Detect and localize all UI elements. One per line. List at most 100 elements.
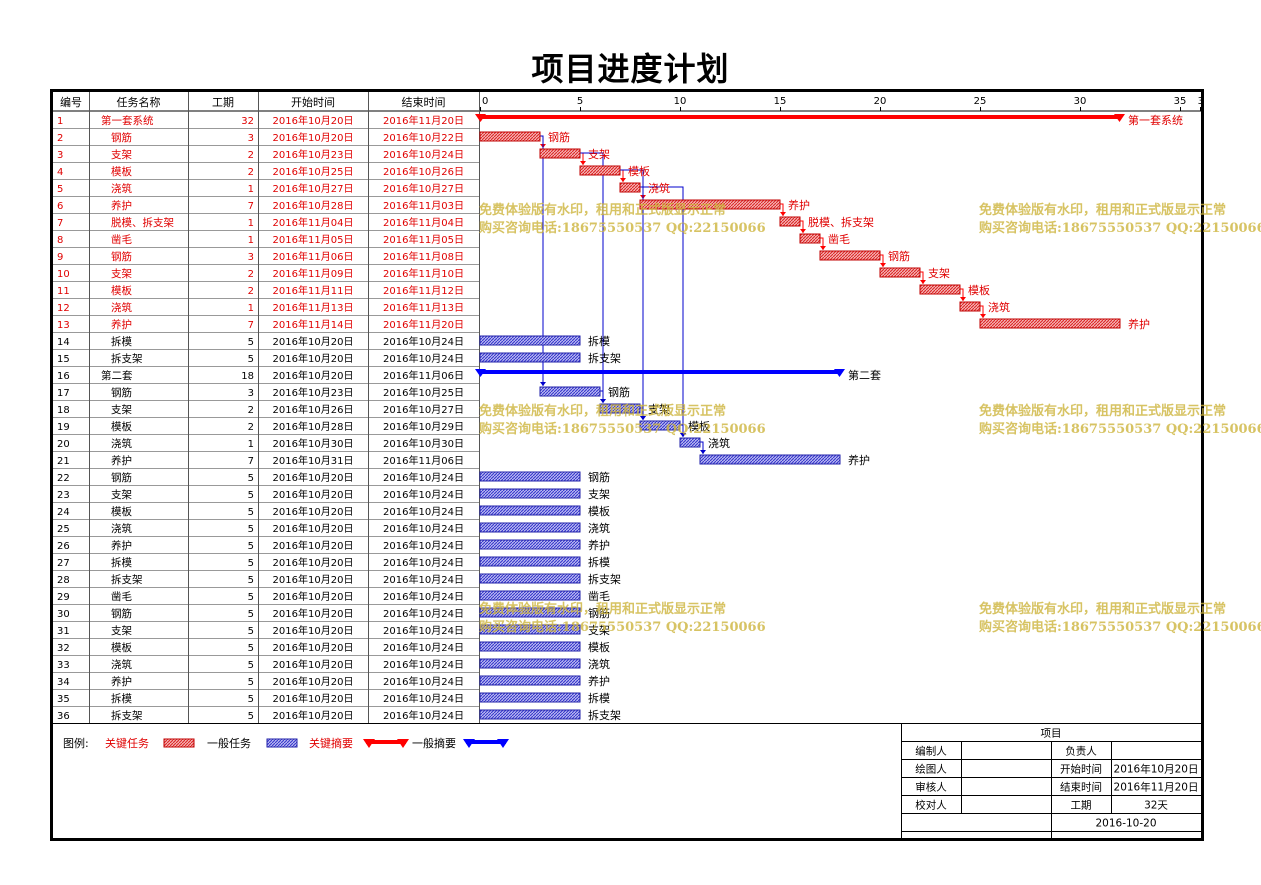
- task-bar: [539, 386, 601, 397]
- task-name: 第二套: [101, 369, 133, 382]
- summary-end-cap: [834, 369, 845, 377]
- task-start: 2016年10月28日: [273, 199, 354, 212]
- bar-label: 钢筋: [588, 470, 610, 484]
- task-start: 2016年10月20日: [273, 692, 354, 705]
- task-name: 拆支架: [111, 573, 143, 586]
- dependency-arrow: [780, 212, 786, 216]
- task-duration: 7: [248, 201, 254, 212]
- task-duration: 1: [248, 184, 254, 195]
- dependency-arrow: [800, 229, 806, 233]
- task-duration: 5: [248, 592, 254, 603]
- task-duration: 5: [248, 524, 254, 535]
- task-id: 22: [57, 473, 70, 484]
- dependency-arrow: [600, 399, 606, 403]
- task-bar: [479, 556, 581, 567]
- task-name: 钢筋: [111, 471, 132, 484]
- dependency-arrow: [920, 280, 926, 284]
- task-end: 2016年10月24日: [383, 335, 464, 348]
- dependency-arrow: [580, 161, 586, 165]
- bar-label: 拆支架: [588, 708, 621, 722]
- task-start: 2016年10月23日: [273, 148, 354, 161]
- task-duration: 5: [248, 507, 254, 518]
- task-bar: [479, 607, 581, 618]
- bar-label: 凿毛: [588, 590, 610, 603]
- summary-bar: [480, 115, 1120, 119]
- bar-label: 拆支架: [588, 572, 621, 586]
- task-end: 2016年11月20日: [383, 114, 464, 127]
- task-name: 拆支架: [111, 352, 143, 365]
- legend-critical-summary-label: 关键摘要: [309, 736, 353, 750]
- task-start: 2016年10月30日: [273, 437, 354, 450]
- task-duration: 32: [241, 116, 254, 127]
- task-start: 2016年11月05日: [273, 233, 354, 246]
- task-duration: 2: [248, 286, 254, 297]
- task-name: 支架: [111, 489, 132, 501]
- task-id: 10: [57, 269, 70, 280]
- task-bar: [639, 420, 681, 431]
- bar-label: 养护: [588, 538, 610, 552]
- legend-critical-task-label: 关键任务: [105, 736, 149, 750]
- task-bar: [919, 284, 961, 295]
- task-duration: 5: [248, 677, 254, 688]
- task-start: 2016年10月20日: [273, 607, 354, 620]
- bar-label: 第一套系统: [1128, 113, 1183, 127]
- task-bar: [539, 148, 581, 159]
- dependency-link: [540, 135, 544, 386]
- task-end: 2016年10月30日: [383, 437, 464, 450]
- task-bar: [479, 624, 581, 635]
- task-name: 凿毛: [111, 233, 132, 246]
- task-end: 2016年10月24日: [383, 607, 464, 620]
- gantt-chart: 编号任务名称工期开始时间结束时间0510152025303536 1第一套系统3…: [53, 92, 1201, 838]
- x-tick-label: 5: [577, 96, 583, 107]
- task-id: 20: [57, 439, 70, 450]
- task-id: 23: [57, 490, 70, 501]
- gantt-frame: 编号任务名称工期开始时间结束时间0510152025303536 1第一套系统3…: [50, 89, 1261, 841]
- task-name: 浇筑: [111, 182, 132, 195]
- task-id: 34: [57, 677, 70, 688]
- task-start: 2016年10月20日: [273, 369, 354, 382]
- task-start: 2016年10月20日: [273, 658, 354, 671]
- task-name: 支架: [111, 625, 132, 637]
- task-bar: [479, 335, 581, 346]
- task-duration: 1: [248, 218, 254, 229]
- task-end: 2016年11月06日: [383, 369, 464, 382]
- x-tick-label: 35: [1174, 96, 1187, 107]
- bar-label: 支架: [588, 488, 610, 501]
- task-bar: [679, 437, 701, 448]
- task-duration: 5: [248, 609, 254, 620]
- task-start: 2016年10月20日: [273, 488, 354, 501]
- task-duration: 7: [248, 456, 254, 467]
- task-duration: 5: [248, 473, 254, 484]
- bar-label: 养护: [588, 674, 610, 688]
- task-end: 2016年10月24日: [383, 692, 464, 705]
- task-end: 2016年10月24日: [383, 556, 464, 569]
- dependency-arrow: [820, 246, 826, 250]
- task-name: 第一套系统: [101, 114, 154, 127]
- task-bar: [699, 454, 841, 465]
- info-heading: 项目: [1041, 728, 1062, 740]
- legend-label: 图例:: [63, 736, 89, 750]
- task-end: 2016年11月08日: [383, 250, 464, 263]
- task-end: 2016年10月24日: [383, 624, 464, 637]
- task-id: 32: [57, 643, 70, 654]
- task-bar: [479, 522, 581, 533]
- task-name: 浇筑: [111, 658, 132, 671]
- task-duration: 5: [248, 643, 254, 654]
- task-name: 支架: [111, 404, 132, 416]
- task-id: 5: [57, 184, 63, 195]
- task-name: 浇筑: [111, 301, 132, 314]
- legend-normal-summary-label: 一般摘要: [412, 736, 456, 750]
- x-tick-label: 0: [482, 96, 488, 107]
- task-start: 2016年11月11日: [273, 284, 354, 297]
- task-name: 支架: [111, 268, 132, 280]
- task-end: 2016年10月29日: [383, 420, 464, 433]
- task-end: 2016年11月20日: [383, 318, 464, 331]
- bar-label: 浇筑: [708, 436, 730, 450]
- dependency-arrow: [700, 450, 706, 454]
- task-name: 浇筑: [111, 437, 132, 450]
- task-bar: [479, 658, 581, 669]
- task-duration: 5: [248, 490, 254, 501]
- task-duration: 2: [248, 269, 254, 280]
- x-tick-label: 25: [974, 96, 987, 107]
- task-start: 2016年10月20日: [273, 114, 354, 127]
